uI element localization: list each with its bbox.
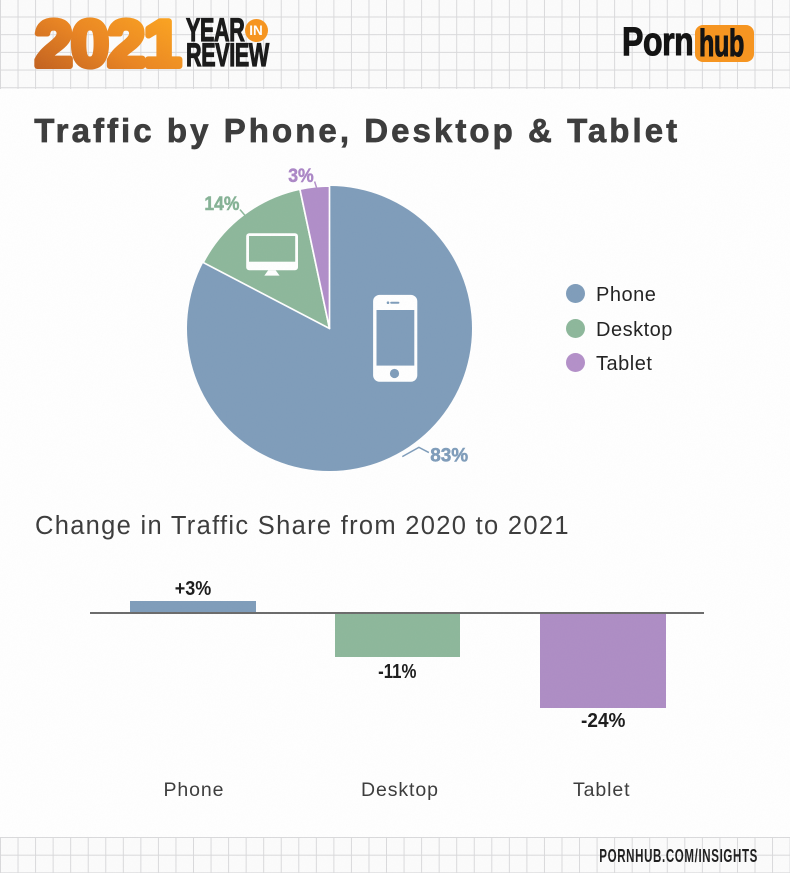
- svg-text:14%: 14%: [204, 194, 239, 215]
- svg-text:3%: 3%: [288, 166, 314, 187]
- svg-text:83%: 83%: [430, 446, 468, 467]
